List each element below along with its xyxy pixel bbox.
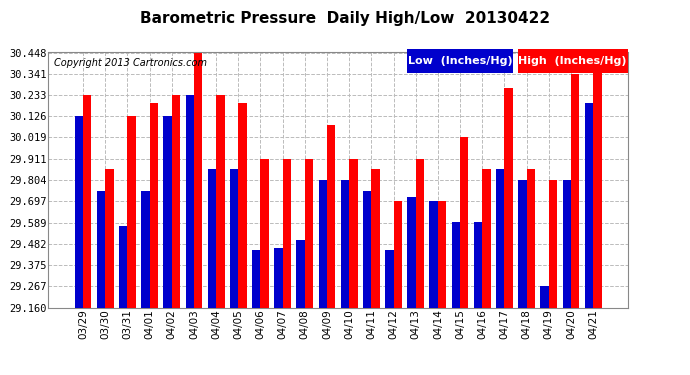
Bar [141, 191, 150, 308]
Bar [208, 169, 216, 308]
Bar [75, 116, 83, 308]
Bar [252, 250, 261, 307]
Bar [274, 248, 283, 308]
Bar [319, 180, 327, 308]
Text: Low  (Inches/Hg): Low (Inches/Hg) [408, 56, 513, 66]
Bar [327, 125, 335, 308]
Bar [119, 226, 128, 308]
Bar [393, 201, 402, 308]
Bar [482, 169, 491, 308]
Bar [216, 95, 224, 308]
Bar [349, 159, 357, 308]
Bar [452, 222, 460, 308]
Text: High  (Inches/Hg): High (Inches/Hg) [518, 56, 627, 66]
Bar [106, 169, 114, 308]
Bar [83, 95, 92, 308]
FancyBboxPatch shape [518, 49, 628, 73]
Bar [526, 169, 535, 308]
Bar [97, 191, 106, 308]
Bar [363, 191, 371, 308]
Bar [460, 137, 469, 308]
Bar [371, 169, 380, 308]
Bar [164, 116, 172, 308]
Bar [562, 180, 571, 308]
Bar [305, 159, 313, 308]
Bar [186, 95, 194, 308]
Bar [172, 95, 180, 308]
Text: Barometric Pressure  Daily High/Low  20130422: Barometric Pressure Daily High/Low 20130… [140, 11, 550, 26]
Bar [230, 169, 238, 308]
Bar [549, 180, 558, 308]
Bar [407, 196, 415, 308]
Text: Copyright 2013 Cartronics.com: Copyright 2013 Cartronics.com [54, 58, 207, 68]
Bar [571, 74, 580, 308]
Bar [341, 180, 349, 308]
Bar [540, 286, 549, 308]
Bar [283, 159, 291, 308]
Bar [261, 159, 269, 308]
Bar [415, 159, 424, 308]
Bar [297, 240, 305, 308]
Bar [593, 53, 602, 308]
Bar [474, 222, 482, 308]
Bar [429, 201, 438, 308]
Bar [496, 169, 504, 308]
Bar [584, 103, 593, 308]
Bar [194, 53, 202, 308]
Bar [150, 103, 158, 308]
FancyBboxPatch shape [407, 49, 513, 73]
Bar [504, 88, 513, 308]
Bar [385, 250, 393, 307]
Bar [128, 116, 136, 308]
Bar [518, 180, 526, 308]
Bar [238, 103, 247, 308]
Bar [438, 201, 446, 308]
